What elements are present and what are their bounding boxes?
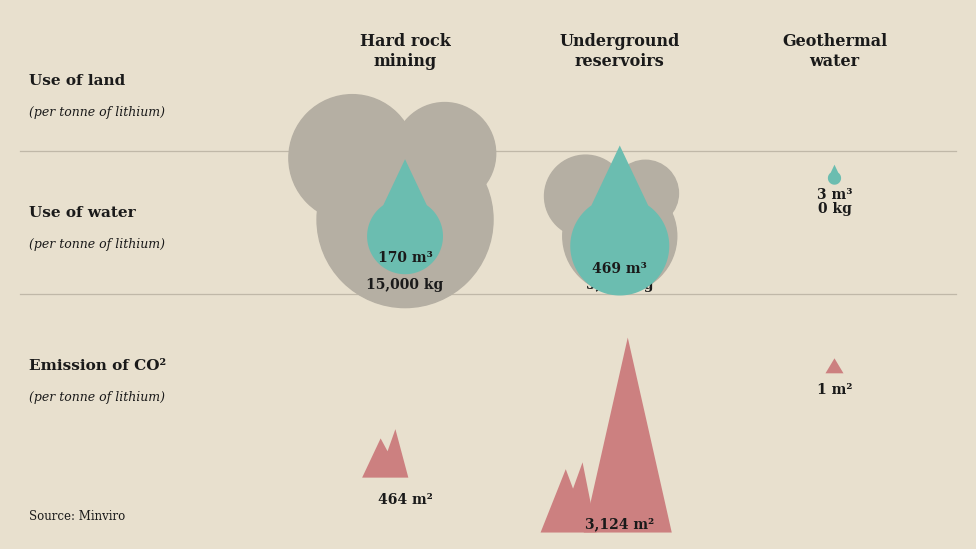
Polygon shape	[541, 462, 596, 533]
Circle shape	[289, 94, 416, 221]
Text: Underground
reservoirs: Underground reservoirs	[559, 33, 680, 70]
Text: 464 m²: 464 m²	[378, 492, 432, 507]
Text: 0 kg: 0 kg	[818, 201, 851, 216]
Polygon shape	[826, 358, 843, 373]
Circle shape	[393, 103, 496, 205]
Circle shape	[563, 179, 676, 293]
Circle shape	[317, 132, 493, 307]
Text: Source: Minviro: Source: Minviro	[29, 509, 126, 523]
Text: Geothermal
water: Geothermal water	[782, 33, 887, 70]
Text: (per tonne of lithium): (per tonne of lithium)	[29, 106, 165, 119]
Text: 15,000 kg: 15,000 kg	[366, 278, 444, 293]
Text: 3 m³: 3 m³	[817, 188, 852, 202]
Circle shape	[545, 155, 627, 237]
Text: 170 m³: 170 m³	[378, 251, 432, 265]
Polygon shape	[584, 338, 671, 533]
Text: 469 m³: 469 m³	[592, 262, 647, 276]
PathPatch shape	[570, 145, 670, 295]
Text: Emission of CO²: Emission of CO²	[29, 359, 166, 373]
Text: Hard rock
mining: Hard rock mining	[360, 33, 450, 70]
Polygon shape	[362, 429, 408, 478]
Text: Use of water: Use of water	[29, 205, 136, 220]
Text: 5,000 kg: 5,000 kg	[586, 278, 654, 293]
Text: (per tonne of lithium): (per tonne of lithium)	[29, 238, 165, 250]
Text: 3,124 m²: 3,124 m²	[586, 517, 654, 531]
Text: Use of land: Use of land	[29, 74, 126, 88]
PathPatch shape	[367, 159, 443, 274]
PathPatch shape	[828, 165, 841, 184]
Text: (per tonne of lithium): (per tonne of lithium)	[29, 391, 165, 404]
Circle shape	[612, 160, 678, 226]
Text: 1 m²: 1 m²	[817, 383, 852, 397]
